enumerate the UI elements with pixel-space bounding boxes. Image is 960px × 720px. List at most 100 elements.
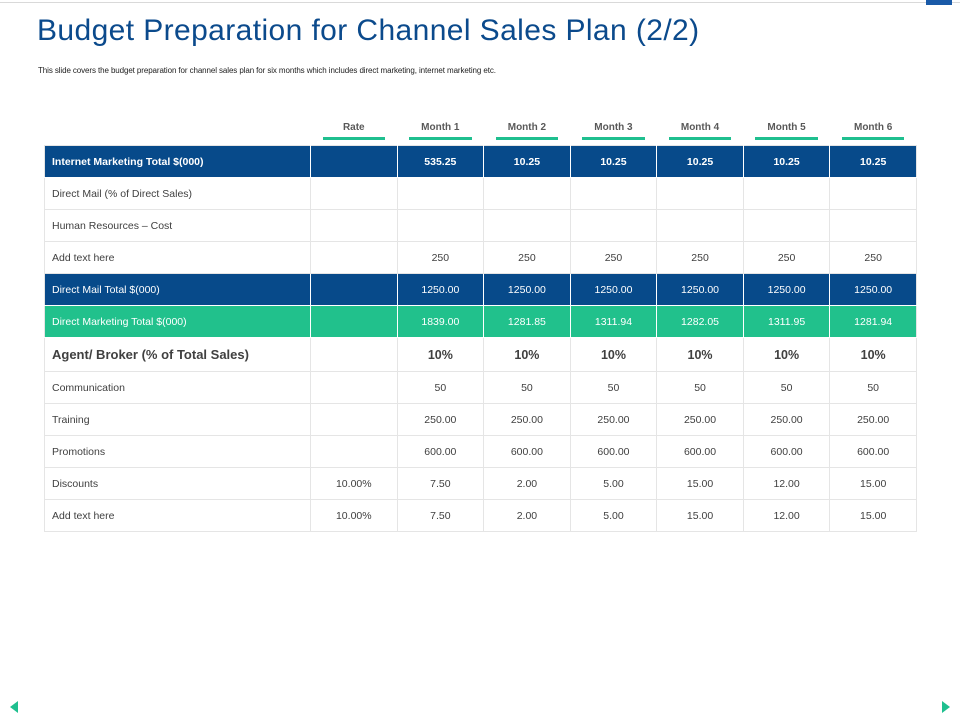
value-cell: 600.00 (483, 435, 571, 468)
slide-subtitle: This slide covers the budget preparation… (38, 66, 496, 75)
value-cell: 50 (829, 371, 917, 404)
row-label-cell: Add text here (44, 499, 311, 532)
header-month-4: Month 4 (657, 110, 744, 146)
value-cell (570, 177, 658, 210)
row-label-cell: Direct Marketing Total $(000) (44, 305, 311, 338)
value-cell: 15.00 (829, 499, 917, 532)
value-cell: 10% (656, 337, 744, 372)
value-cell (310, 337, 398, 372)
table-row: Human Resources – Cost (44, 209, 917, 242)
value-cell (743, 209, 831, 242)
value-cell: 250.00 (656, 403, 744, 436)
triangle-right-icon[interactable] (942, 701, 950, 713)
value-cell: 250.00 (570, 403, 658, 436)
table-row: Training 250.00 250.00 250.00 250.00 250.00 25… (44, 403, 917, 436)
value-cell: 1250.00 (829, 273, 917, 306)
value-cell: 1250.00 (570, 273, 658, 306)
value-cell: 10.00% (310, 499, 398, 532)
header-text: Month 2 (507, 122, 547, 133)
row-label-cell: Direct Mail (% of Direct Sales) (44, 177, 311, 210)
value-cell: 12.00 (743, 467, 831, 500)
value-cell: 15.00 (656, 499, 744, 532)
table-body: Internet Marketing Total $(000) 535.25 10.… (44, 145, 917, 532)
header-text: Month 4 (680, 122, 720, 133)
value-cell: 10% (743, 337, 831, 372)
value-cell (310, 305, 398, 338)
row-label-cell: Agent/ Broker (% of Total Sales) (44, 337, 311, 372)
table-row: Promotions 600.00 600.00 600.00 600.00 600.00… (44, 435, 917, 468)
value-cell: 10% (829, 337, 917, 372)
value-cell: 10.25 (829, 145, 917, 178)
value-cell: 250.00 (397, 403, 485, 436)
value-cell: 600.00 (656, 435, 744, 468)
value-cell: 250 (829, 241, 917, 274)
value-cell (310, 241, 398, 274)
header-month-1: Month 1 (397, 110, 484, 146)
value-cell: 250.00 (483, 403, 571, 436)
value-cell: 10.25 (743, 145, 831, 178)
value-cell: 250 (397, 241, 485, 274)
value-cell: 600.00 (743, 435, 831, 468)
value-cell: 12.00 (743, 499, 831, 532)
header-text: Month 5 (767, 122, 806, 133)
value-cell (310, 177, 398, 210)
value-cell: 10.25 (656, 145, 744, 178)
value-cell: 1311.95 (743, 305, 831, 338)
table-row: Direct Mail Total $(000) 1250.00 1250.00 12… (44, 273, 917, 306)
value-cell: 1250.00 (483, 273, 571, 306)
value-cell: 1250.00 (397, 273, 485, 306)
value-cell (570, 209, 658, 242)
corner-accent-bar (926, 0, 952, 5)
value-cell: 1281.85 (483, 305, 571, 338)
header-underline (841, 137, 905, 140)
header-month-5: Month 5 (743, 110, 830, 146)
header-text: Month 3 (594, 122, 633, 133)
value-cell: 15.00 (829, 467, 917, 500)
header-month-3: Month 3 (570, 110, 657, 146)
value-cell: 1282.05 (656, 305, 744, 338)
header-text: Month 1 (421, 122, 460, 133)
value-cell: 10% (397, 337, 485, 372)
value-cell: 250.00 (743, 403, 831, 436)
value-cell (483, 209, 571, 242)
value-cell: 10.00% (310, 467, 398, 500)
value-cell: 5.00 (570, 467, 658, 500)
value-cell: 5.00 (570, 499, 658, 532)
value-cell (656, 177, 744, 210)
value-cell (397, 209, 485, 242)
value-cell: 10.25 (483, 145, 571, 178)
value-cell (829, 177, 917, 210)
value-cell: 1839.00 (397, 305, 485, 338)
value-cell (656, 209, 744, 242)
value-cell: 50 (483, 371, 571, 404)
value-cell (310, 145, 398, 178)
header-text: Month 6 (853, 122, 893, 133)
value-cell: 600.00 (397, 435, 485, 468)
table-row: Communication 50 50 50 50 50 50 (44, 371, 917, 404)
value-cell: 600.00 (829, 435, 917, 468)
value-cell: 10.25 (570, 145, 658, 178)
value-cell (397, 177, 485, 210)
triangle-left-icon[interactable] (10, 701, 18, 713)
header-month-6: Month 6 (830, 110, 917, 146)
header-label-cell (45, 110, 311, 146)
row-label-cell: Communication (44, 371, 311, 404)
value-cell: 7.50 (397, 499, 485, 532)
table-row: Add text here 10.00% 7.50 2.00 5.00 15.00 12.0… (44, 499, 917, 532)
table-row: Direct Mail (% of Direct Sales) (44, 177, 917, 210)
header-underline (322, 137, 386, 140)
row-label-cell: Direct Mail Total $(000) (44, 273, 311, 306)
top-divider (0, 2, 960, 3)
value-cell: 250.00 (829, 403, 917, 436)
value-cell: 10% (570, 337, 658, 372)
value-cell: 250 (570, 241, 658, 274)
header-text: Rate (342, 122, 365, 133)
value-cell: 10% (483, 337, 571, 372)
value-cell (483, 177, 571, 210)
value-cell: 50 (397, 371, 485, 404)
value-cell: 2.00 (483, 467, 571, 500)
table-row: Discounts 10.00% 7.50 2.00 5.00 15.00 12.00 15.… (44, 467, 917, 500)
header-underline (668, 137, 732, 140)
value-cell: 250 (483, 241, 571, 274)
header-underline (755, 137, 818, 140)
